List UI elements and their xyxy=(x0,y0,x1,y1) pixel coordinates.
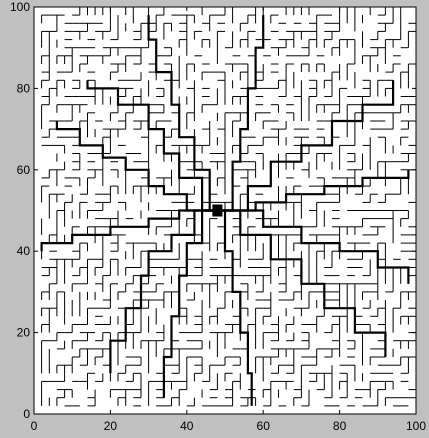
y-tick-label: 100 xyxy=(10,0,30,14)
branch-e-2 xyxy=(217,209,410,284)
y-tick-label: 0 xyxy=(23,407,30,421)
branch-n-1 xyxy=(147,15,218,212)
branch-sw-2 xyxy=(162,209,218,398)
x-tick-label: 80 xyxy=(333,419,347,433)
y-tick-label: 40 xyxy=(17,244,31,258)
x-axis-ticks: 0 20 40 60 80 100 xyxy=(31,7,426,433)
branch-ne-1 xyxy=(217,80,395,212)
x-tick-label: 40 xyxy=(180,419,194,433)
network-hub xyxy=(212,204,223,217)
branch-e-1 xyxy=(217,169,410,212)
branch-nw-1 xyxy=(55,121,218,212)
branch-s-1 xyxy=(217,209,253,406)
x-tick-label: 60 xyxy=(257,419,271,433)
branch-n-2 xyxy=(217,15,265,212)
branch-sw-1 xyxy=(109,209,218,374)
y-tick-label: 20 xyxy=(17,326,31,340)
branch-w-1 xyxy=(40,209,218,252)
branch-nw-2 xyxy=(86,80,218,212)
y-axis-ticks: 0 20 40 60 80 100 xyxy=(10,0,416,421)
branch-se-1 xyxy=(217,209,387,357)
x-tick-label: 0 xyxy=(31,419,38,433)
y-tick-label: 80 xyxy=(17,81,31,95)
x-tick-label: 20 xyxy=(104,419,118,433)
x-tick-label: 100 xyxy=(406,419,426,433)
axes-frame xyxy=(33,6,417,415)
network-main-branches xyxy=(40,15,410,406)
y-tick-label: 60 xyxy=(17,163,31,177)
